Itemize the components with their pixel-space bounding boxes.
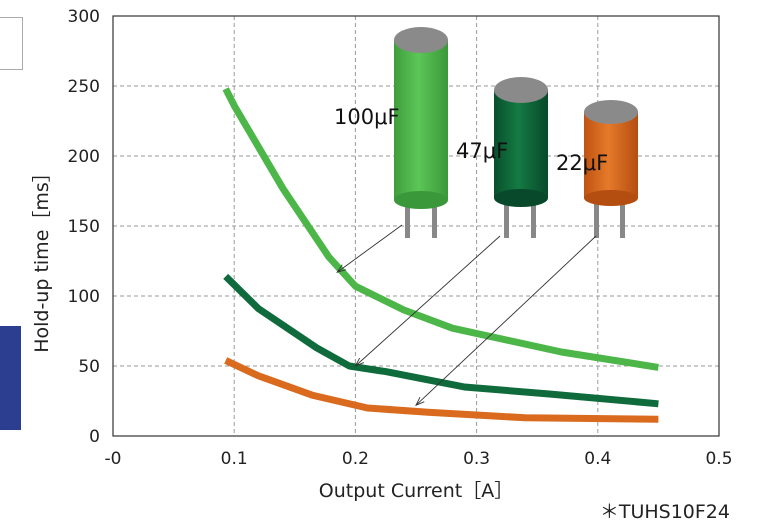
x-tick-label: 0.5	[705, 449, 732, 469]
y-axis-ticks: 0 50 100 150 200 250 300	[68, 7, 100, 447]
leader-line-1	[355, 235, 501, 367]
x-tick-label: 0.2	[342, 449, 369, 469]
x-tick-label: 0.1	[221, 449, 248, 469]
capacitor-47uf-illustration	[494, 77, 548, 238]
capacitor-100uf-illustration	[394, 27, 448, 238]
x-tick-label: 0.4	[584, 449, 611, 469]
y-tick-label: 50	[78, 357, 100, 377]
series-line-1	[223, 273, 659, 408]
leader-arrowhead-2	[415, 396, 425, 407]
x-axis-ticks: -0 0.1 0.2 0.3 0.4 0.5	[105, 449, 733, 469]
y-tick-label: 200	[68, 147, 100, 167]
y-axis-title: Hold-up time［ms］	[31, 163, 53, 353]
leader-arrowhead-1	[354, 357, 364, 367]
cropped-side-tab	[0, 326, 21, 430]
capacitor-22uf-illustration	[584, 100, 638, 238]
leader-arrowhead-0	[336, 264, 347, 273]
y-tick-label: 0	[89, 427, 100, 447]
label-22uf: 22μF	[556, 151, 608, 175]
leader-line-0	[336, 224, 403, 273]
plot-frame	[112, 15, 720, 437]
x-axis-title: Output Current［A］	[319, 480, 513, 502]
series-line-2	[224, 357, 659, 423]
leader-lines	[336, 224, 597, 407]
y-tick-label: 300	[68, 7, 100, 27]
series-line-0	[222, 87, 659, 371]
series-lines	[222, 87, 659, 423]
y-tick-label: 250	[68, 77, 100, 97]
y-tick-label: 150	[68, 217, 100, 237]
y-tick-label: 100	[68, 287, 100, 307]
label-100uf: 100μF	[334, 105, 400, 129]
model-footnote: ＊TUHS10F24	[600, 501, 730, 523]
label-47uf: 47μF	[456, 139, 508, 163]
cropped-input-box	[0, 17, 23, 70]
leader-line-2	[415, 235, 597, 406]
x-tick-label: -0	[105, 449, 122, 469]
x-tick-label: 0.3	[463, 449, 490, 469]
